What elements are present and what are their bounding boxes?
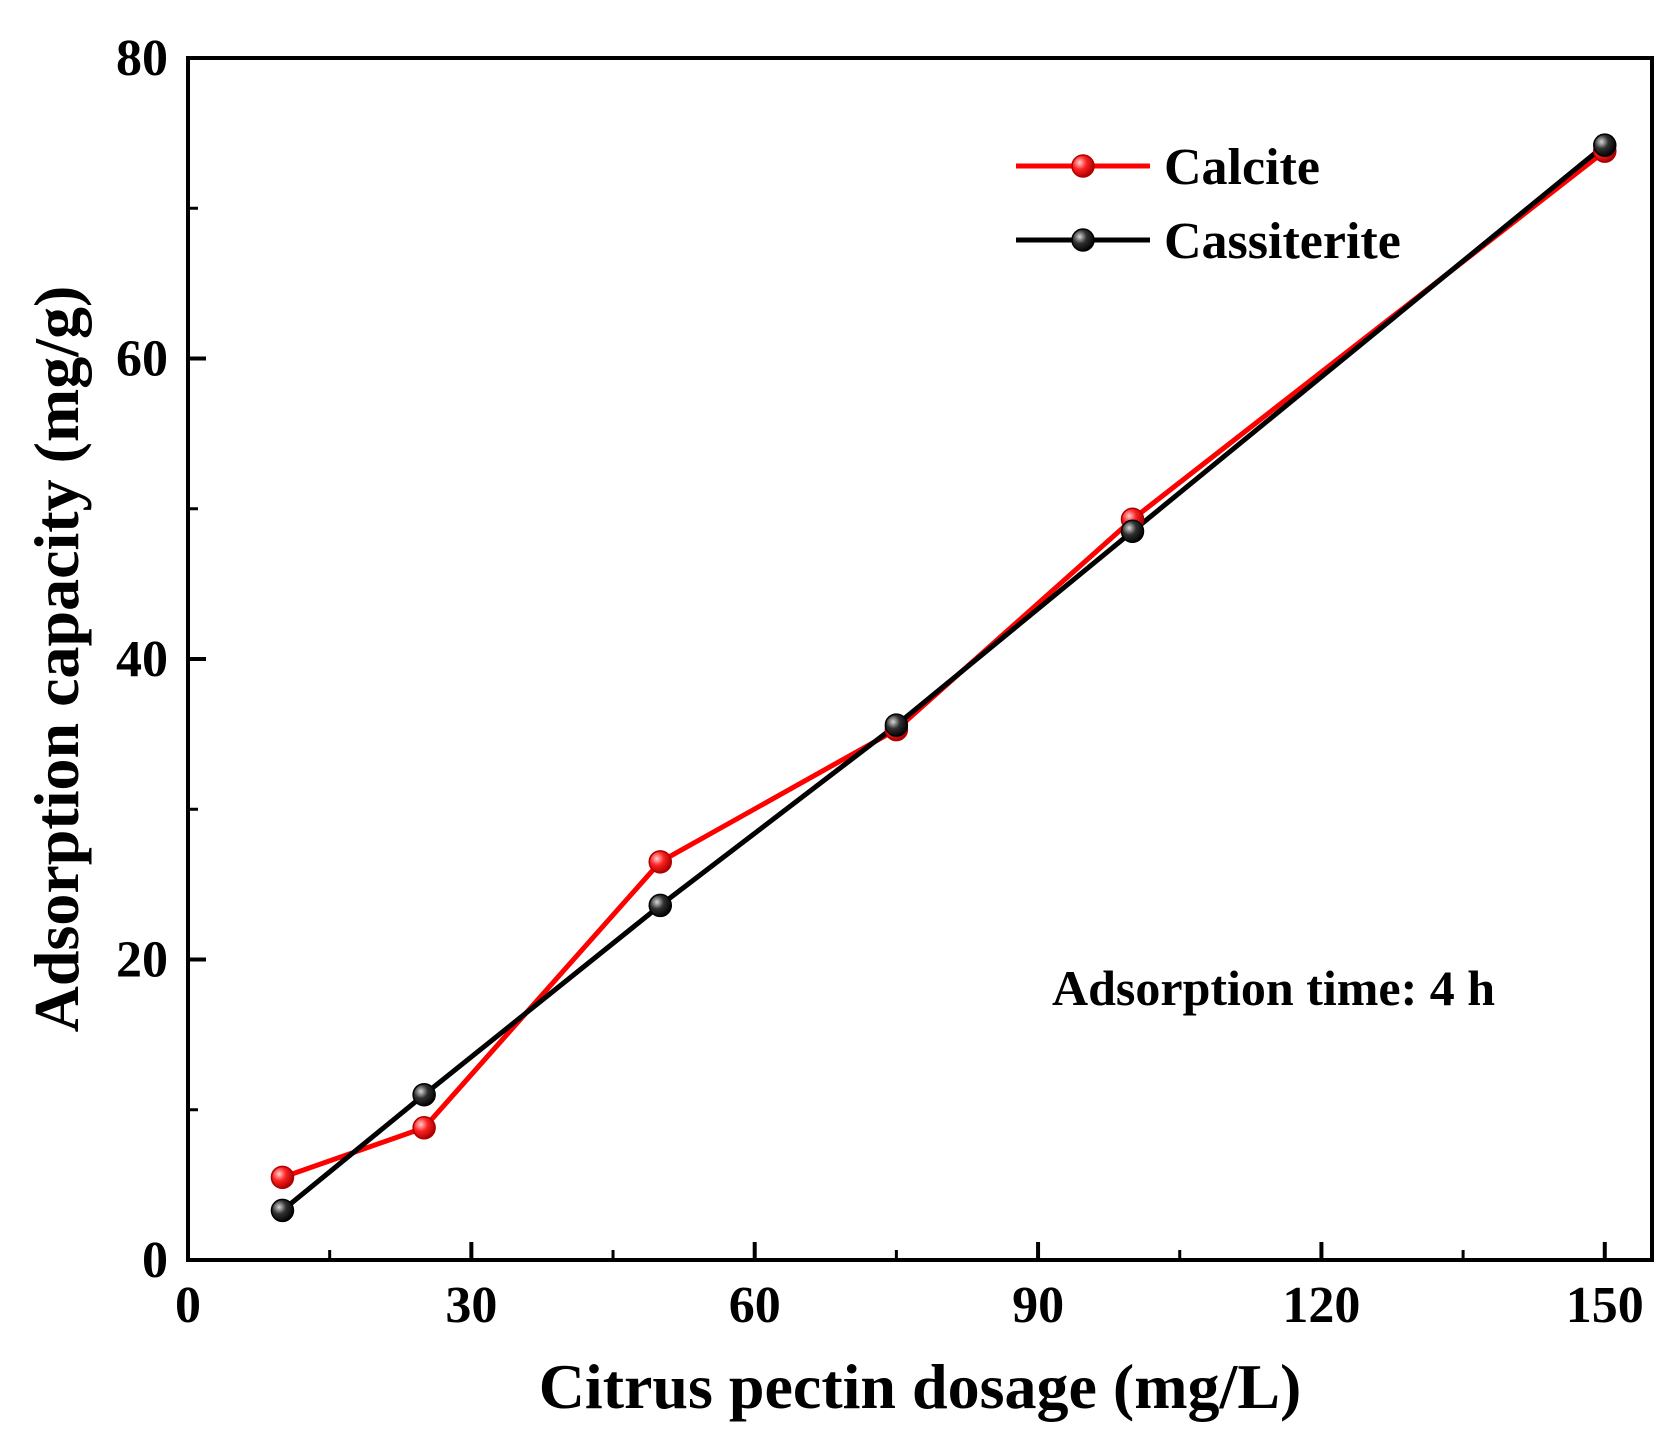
series-cassiterite (280, 143, 1607, 1213)
data-point (648, 893, 673, 918)
markers-cassiterite (270, 133, 1617, 1223)
legend: Calcite Cassiterite (1016, 139, 1401, 270)
x-tick-label: 60 (729, 1277, 781, 1334)
data-point (270, 1165, 295, 1190)
data-point (648, 850, 673, 874)
y-tick-label: 20 (116, 932, 168, 989)
y-tick-label: 0 (142, 1232, 168, 1289)
plot-frame (186, 56, 1654, 1262)
legend-marker (1071, 154, 1095, 178)
x-tick-label: 90 (1012, 1277, 1064, 1334)
legend-label: Calcite (1164, 139, 1320, 196)
data-point (884, 713, 909, 737)
x-tick-label: 0 (175, 1277, 201, 1334)
data-point (412, 1116, 436, 1140)
series-line (280, 143, 1607, 1213)
x-tick-label: 120 (1282, 1277, 1360, 1334)
x-tick-label: 30 (445, 1277, 497, 1334)
legend-item: Calcite (1016, 139, 1320, 196)
legend-marker (1071, 228, 1095, 252)
tick-labels: 0 30 60 90 120 150 0 20 40 60 80 (116, 30, 1644, 1334)
y-tick-label: 80 (116, 30, 168, 87)
x-tick-label: 150 (1566, 1277, 1644, 1334)
y-tick-label: 40 (116, 631, 168, 688)
legend-item: Cassiterite (1016, 213, 1401, 270)
y-axis-title: Adsorption capacity (mg/g) (21, 286, 92, 1033)
legend-label: Cassiterite (1164, 213, 1401, 270)
plot-series (270, 133, 1617, 1223)
series-calcite (281, 149, 1607, 1180)
series-line (281, 149, 1607, 1180)
x-axis-title: Citrus pectin dosage (mg/L) (539, 1351, 1302, 1422)
data-point (412, 1082, 436, 1107)
data-point (1120, 519, 1145, 544)
data-point (1593, 133, 1617, 157)
annotation-text: Adsorption time: 4 h (1052, 960, 1495, 1016)
data-point (270, 1198, 295, 1223)
y-tick-label: 60 (116, 331, 168, 388)
